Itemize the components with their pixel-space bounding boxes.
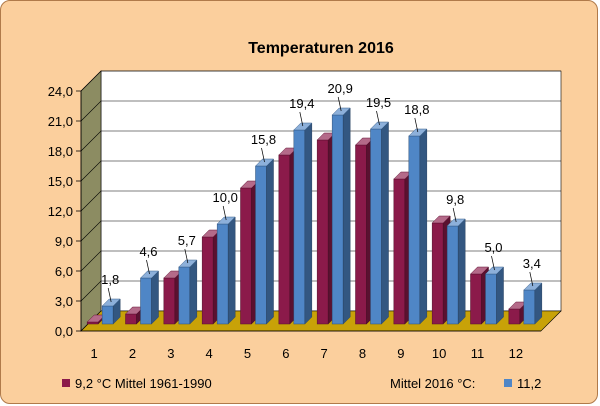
data-label-leader <box>376 110 380 126</box>
y-axis-ticks: 0,0 3,0 6,0 9,0 12,0 15,0 18,0 21,0 24,0 <box>48 84 82 339</box>
x-tick-label: 4 <box>206 346 213 361</box>
x-tick-label: 5 <box>244 346 251 361</box>
data-label-2016: 1,8 <box>101 272 119 287</box>
x-tick-label: 11 <box>471 346 485 361</box>
bar-2016 <box>408 128 428 325</box>
data-label-2016: 3,4 <box>523 256 541 271</box>
legend-label-2016: 11,2 <box>517 376 541 391</box>
data-label-2016: 5,0 <box>484 240 502 255</box>
legend-swatch-2016 <box>504 379 512 387</box>
x-tick-label: 10 <box>432 346 446 361</box>
data-label-2016: 4,6 <box>139 244 157 259</box>
data-label-2016: 15,8 <box>251 132 276 147</box>
data-label-leader <box>337 96 342 112</box>
x-tick-label: 9 <box>397 346 404 361</box>
gridline <box>80 160 561 182</box>
data-label-2016: 19,5 <box>366 95 391 110</box>
x-tick-label: 8 <box>359 346 366 361</box>
data-label-2016: 5,7 <box>178 233 196 248</box>
bar-2016 <box>178 259 198 325</box>
y-tick-label: 18,0 <box>48 144 73 159</box>
y-tick-label: 3,0 <box>55 294 73 309</box>
bar-2016 <box>254 158 275 325</box>
data-label-leader <box>299 111 304 127</box>
x-tick-label: 6 <box>282 346 289 361</box>
data-label-2016: 10,0 <box>213 190 238 205</box>
y-tick-label: 24,0 <box>48 84 73 99</box>
y-tick-label: 9,0 <box>55 234 73 249</box>
x-tick-label: 3 <box>167 346 174 361</box>
data-label-leader <box>261 147 265 163</box>
data-label-leader <box>452 207 457 223</box>
y-tick-label: 6,0 <box>55 264 73 279</box>
x-tick-label: 2 <box>129 346 136 361</box>
gridline <box>80 70 561 92</box>
y-tick-label: 12,0 <box>48 204 73 219</box>
legend-text-2016: Mittel 2016 °C: <box>390 376 475 391</box>
data-label-leader <box>184 248 189 264</box>
bars <box>86 107 543 325</box>
data-label-leader <box>414 117 419 133</box>
x-tick-label: 7 <box>321 346 328 361</box>
data-label-leader <box>222 205 227 221</box>
legend: 9,2 °C Mittel 1961-1990 Mittel 2016 °C: … <box>62 376 541 391</box>
data-label-2016: 9,8 <box>446 192 464 207</box>
bar-2016 <box>101 298 121 325</box>
chart-title: Temperaturen 2016 <box>248 40 394 57</box>
data-labels: 1,8 4,6 5,7 10,0 15,8 19,4 20,9 19,5 18,8 9,8 5,0 3… <box>101 81 541 303</box>
data-label-2016: 19,4 <box>289 96 314 111</box>
bar-2016 <box>216 216 236 325</box>
data-label-leader <box>529 271 534 287</box>
y-tick-label: 21,0 <box>48 114 73 129</box>
x-tick-label: 12 <box>509 346 523 361</box>
bar-2016 <box>484 266 505 325</box>
legend-label-1961-1990: 9,2 °C Mittel 1961-1990 <box>75 376 212 391</box>
data-label-leader <box>107 287 112 303</box>
bar-2016 <box>369 121 390 325</box>
data-label-2016: 20,9 <box>328 81 353 96</box>
gridline <box>80 100 561 122</box>
legend-swatch-1961-1990 <box>62 379 70 387</box>
bar-2016 <box>446 218 466 325</box>
x-axis-ticks: 1 2 3 4 5 6 7 8 9 10 11 12 <box>91 346 524 361</box>
data-label-2016: 18,8 <box>404 102 429 117</box>
data-label-leader <box>146 259 150 275</box>
data-label-leader <box>491 255 495 271</box>
bar-2016 <box>139 270 160 325</box>
gridline <box>80 130 561 152</box>
bar-2016 <box>293 122 313 325</box>
bar-2016 <box>523 282 543 325</box>
y-tick-label: 0,0 <box>55 324 73 339</box>
bar-2016 <box>331 107 351 325</box>
x-tick-label: 1 <box>91 346 98 361</box>
y-tick-label: 15,0 <box>48 174 73 189</box>
